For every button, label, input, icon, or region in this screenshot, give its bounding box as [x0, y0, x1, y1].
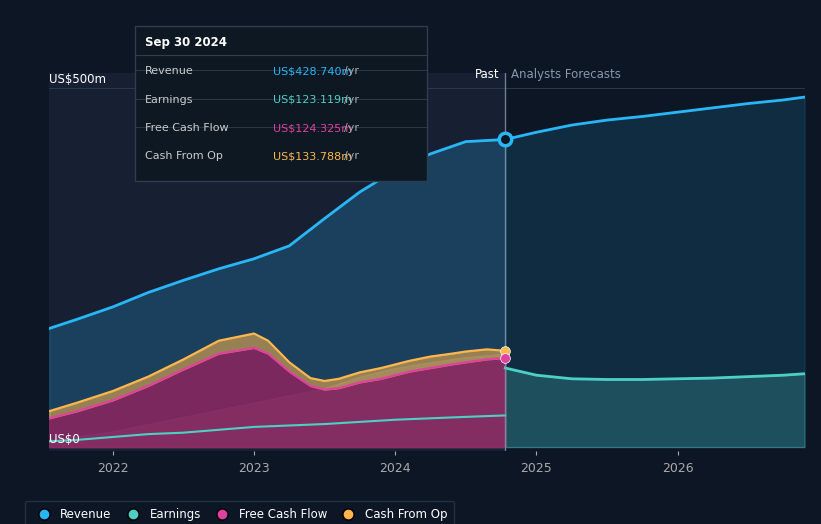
Text: /yr: /yr [344, 95, 359, 105]
Text: /yr: /yr [344, 151, 359, 161]
Text: Analysts Forecasts: Analysts Forecasts [511, 68, 621, 81]
Text: US$500m: US$500m [49, 73, 106, 86]
Text: US$428.740m: US$428.740m [273, 67, 352, 77]
Legend: Revenue, Earnings, Free Cash Flow, Cash From Op: Revenue, Earnings, Free Cash Flow, Cash … [25, 500, 454, 524]
Text: Earnings: Earnings [145, 95, 194, 105]
Text: US$123.119m: US$123.119m [273, 95, 351, 105]
Text: Sep 30 2024: Sep 30 2024 [145, 36, 227, 49]
Text: Past: Past [475, 68, 500, 81]
Text: /yr: /yr [344, 123, 359, 133]
Text: US$124.325m: US$124.325m [273, 123, 351, 133]
Text: /yr: /yr [344, 67, 359, 77]
Text: US$133.788m: US$133.788m [273, 151, 351, 161]
Text: US$0: US$0 [49, 433, 80, 445]
Text: Free Cash Flow: Free Cash Flow [145, 123, 229, 133]
Bar [505, 73, 805, 451]
Text: Revenue: Revenue [145, 67, 194, 77]
Text: Cash From Op: Cash From Op [145, 151, 223, 161]
Bar [49, 73, 505, 451]
